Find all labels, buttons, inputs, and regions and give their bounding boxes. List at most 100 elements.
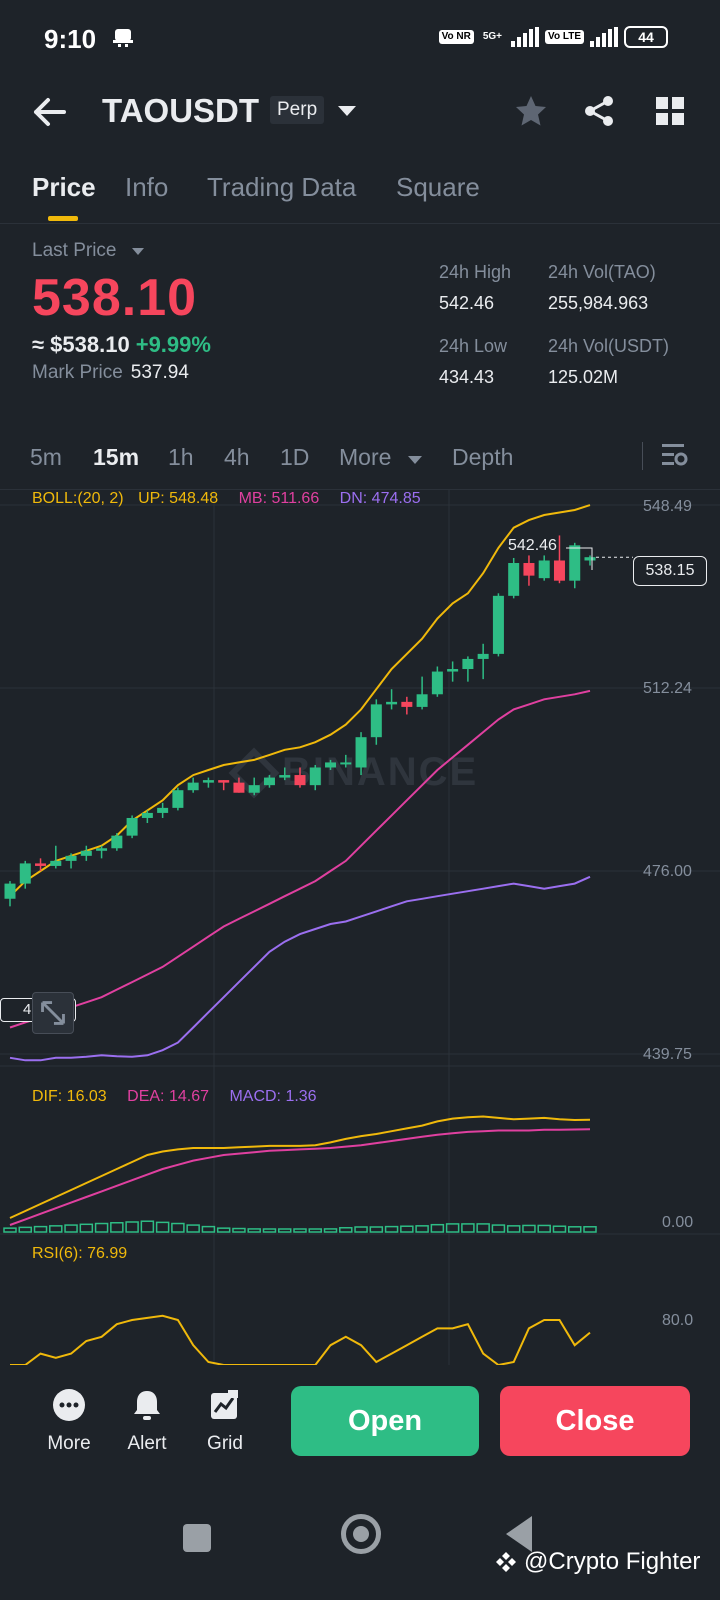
interval-1h[interactable]: 1h (168, 444, 194, 470)
5g-icon: 5G+ (482, 31, 503, 42)
tab-info[interactable]: Info (125, 172, 169, 202)
macd-dea-line (9, 1128, 591, 1226)
macd-histogram-bar (125, 1221, 139, 1233)
macd-histogram-bar (140, 1220, 155, 1233)
contract-type-badge: Perp (270, 96, 325, 124)
boll-dn: DN: 474.85 (339, 490, 421, 507)
macd-histogram-bar (3, 1227, 17, 1233)
last-price-selector[interactable]: Last Price (32, 240, 432, 262)
candle-body (35, 863, 47, 866)
stat-24h-vol-tao: 24h Vol(TAO) 255,984.963 (548, 262, 656, 314)
macd-dif-line (9, 1115, 591, 1219)
interval-5m[interactable]: 5m (30, 444, 62, 470)
macd-histogram-bar (293, 1228, 307, 1233)
usd-price: ≈ $538.10 (32, 332, 130, 357)
candle-body (218, 780, 230, 783)
alert-button[interactable]: Alert (112, 1388, 182, 1455)
candle-body (111, 835, 123, 849)
notification-icon (113, 29, 133, 47)
boll-dn-line (9, 875, 591, 1062)
recents-button[interactable] (183, 1524, 211, 1552)
stat-label: 24h Vol(USDT) (548, 336, 670, 356)
macd-histogram-bar (415, 1225, 429, 1233)
macd-histogram-bar (171, 1222, 185, 1233)
tab-square[interactable]: Square (396, 172, 480, 202)
tab-trading-data[interactable]: Trading Data (207, 172, 357, 202)
boll-params: BOLL:(20, 2) (32, 490, 124, 507)
interval-4h[interactable]: 4h (224, 444, 250, 470)
candle-body (340, 762, 352, 765)
boll-up-line (9, 504, 591, 897)
candle-body (508, 563, 520, 596)
stat-label: 24h Low (439, 336, 508, 356)
grid-trading-icon (211, 1390, 238, 1419)
volte-nr-icon: Vo NR (438, 30, 474, 44)
macd-dif: DIF: 16.03 (32, 1088, 107, 1105)
last-price-value: 538.10 (32, 269, 198, 327)
candle-body (355, 737, 367, 768)
mark-price-value: 537.94 (130, 362, 189, 383)
usd-price-line: ≈ $538.10 +9.99% (32, 332, 432, 358)
back-arrow-icon[interactable] (32, 94, 68, 130)
last-price-tag[interactable]: 538.15 (633, 556, 707, 586)
expand-chart-icon[interactable] (32, 992, 74, 1034)
boll-mb-line (9, 689, 591, 1029)
candlestick-chart[interactable] (0, 490, 720, 1365)
candle-body (202, 780, 214, 783)
macd-histogram-bar (33, 1225, 48, 1233)
status-icons: Vo NR 5G+ Vo LTE 44 (438, 26, 668, 48)
candle-body (50, 860, 62, 866)
macd-histogram-bar (64, 1224, 78, 1233)
share-icon[interactable] (582, 94, 616, 128)
macd-histogram-bar (400, 1225, 414, 1233)
alert-label: Alert (127, 1433, 167, 1454)
home-button[interactable] (341, 1514, 381, 1554)
main-tabs: Price Info Trading Data Square (0, 160, 720, 224)
candle-body (447, 669, 459, 672)
grid-menu-icon[interactable] (655, 96, 685, 126)
interval-1d[interactable]: 1D (280, 444, 310, 470)
macd-histogram-bar (79, 1223, 94, 1233)
macd-histogram-bar (155, 1221, 170, 1233)
chevron-down-icon (408, 456, 422, 464)
favorite-star-icon[interactable] (514, 94, 548, 128)
back-button[interactable] (506, 1516, 532, 1552)
depth-tab[interactable]: Depth (452, 444, 514, 470)
macd-histogram-bar (491, 1224, 506, 1233)
candle-body (386, 701, 398, 705)
candle-body (492, 595, 504, 654)
boll-mb: MB: 511.66 (238, 490, 320, 507)
status-time: 9:10 (44, 24, 97, 54)
stat-label: 24h High (439, 262, 512, 282)
rsi-axis-label: 80.0 (662, 1312, 694, 1329)
rsi-legend: RSI(6): 76.99 (32, 1245, 128, 1262)
candle-body (553, 560, 565, 581)
macd-axis-label: 0.00 (662, 1214, 694, 1231)
candle-body (538, 560, 550, 579)
interval-15m[interactable]: 15m (93, 444, 140, 470)
symbol-title[interactable]: TAOUSDT (102, 92, 260, 129)
last-price-label: Last Price (32, 240, 117, 261)
interval-more[interactable]: More (339, 444, 392, 470)
more-dots-icon (53, 1389, 85, 1421)
candle-body (401, 701, 413, 707)
high-price-tag: 542.46 (508, 537, 557, 554)
close-position-button[interactable]: Close (500, 1386, 690, 1456)
symbol-dropdown-icon[interactable] (338, 106, 356, 116)
candle-body (19, 863, 31, 884)
grid-button[interactable]: Grid (190, 1388, 260, 1455)
macd-dea: DEA: 14.67 (127, 1088, 209, 1105)
active-tab-indicator (48, 216, 78, 221)
tab-price[interactable]: Price (32, 172, 96, 202)
candle-body (569, 545, 581, 581)
candle-body (416, 694, 428, 707)
candle-body (263, 777, 275, 786)
chart-settings-icon[interactable] (660, 440, 688, 470)
status-bar: 9:10 Vo NR 5G+ Vo LTE 44 (0, 0, 720, 80)
macd-histogram-bar (94, 1222, 109, 1233)
macd-histogram-bar (110, 1222, 124, 1233)
stat-24h-vol-usdt: 24h Vol(USDT) 125.02M (548, 336, 669, 388)
open-position-button[interactable]: Open (291, 1386, 479, 1456)
candle-body (65, 855, 77, 861)
more-button[interactable]: More (34, 1388, 104, 1455)
